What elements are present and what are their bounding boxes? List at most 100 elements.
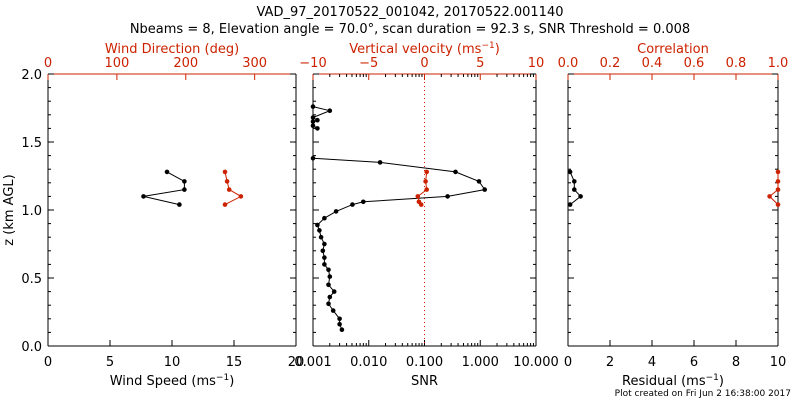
data-point (182, 179, 187, 184)
bottom-tick-label: 10.000 (513, 355, 559, 370)
panel-2: 0.001 0.010 0.100 1.000 10.000 −10 −5 0 5 10 SNR Ve… (294, 41, 558, 389)
data-point (330, 308, 336, 313)
bottom-tick-label: 10 (164, 355, 181, 370)
bottom-tick-label: 1.000 (462, 355, 499, 370)
y-tick-label: 1.5 (21, 136, 42, 151)
data-point (775, 179, 781, 184)
bottom-axis-label-text: Wind Speed (ms (110, 374, 216, 389)
top-axis-label: Wind Direction (deg) (105, 42, 239, 57)
plot-credit: Plot created on Fri Jun 2 16:38:00 2017 (615, 389, 791, 399)
bottom-tick-label: 2 (606, 355, 614, 370)
data-point (337, 316, 342, 322)
data-point (326, 267, 331, 273)
top-tick-label: 1.0 (768, 56, 789, 71)
data-point (318, 234, 324, 240)
series-line (143, 171, 185, 206)
bottom-tick-label: 6 (690, 355, 698, 370)
panel-3: 0 2 4 6 8 10 0.0 0.2 0.4 0.6 0.8 1.0 Residual (ms−1)… (558, 42, 789, 389)
data-point (476, 179, 482, 184)
top-tick-label: 300 (242, 56, 267, 71)
data-point (423, 179, 428, 184)
top-axis-label-text: Wind Direction (deg) (105, 42, 239, 57)
data-point (310, 156, 316, 161)
top-axis-label: Correlation (637, 42, 709, 57)
top-tick-label: −5 (359, 56, 378, 71)
data-point (361, 199, 366, 205)
data-point (315, 126, 320, 131)
top-tick-label: −10 (299, 56, 326, 71)
bottom-axis-label: SNR (411, 374, 438, 389)
data-point (350, 202, 355, 207)
data-point (775, 169, 781, 175)
data-point (222, 202, 228, 207)
top-tick-label: 0.4 (642, 56, 663, 71)
data-point (310, 104, 316, 109)
data-point (567, 202, 573, 207)
data-point (326, 282, 331, 288)
data-point (224, 179, 230, 184)
data-point (222, 169, 228, 175)
data-point (424, 169, 430, 175)
bottom-tick-label: 10 (770, 355, 787, 370)
top-tick-label: 0.8 (726, 56, 747, 71)
top-tick-label: 5 (476, 56, 484, 71)
figure-title-line1: VAD_97_20170522_001042, 20170522.001140 (257, 5, 564, 20)
data-point (572, 187, 577, 192)
bottom-axis-label-text: SNR (411, 374, 438, 389)
data-point (326, 301, 331, 307)
top-tick-label: 0 (420, 56, 428, 71)
data-point (416, 199, 422, 205)
top-tick-label: 0.6 (684, 56, 705, 71)
top-tick-label: 0 (44, 56, 52, 71)
bottom-tick-label: 0 (564, 355, 572, 370)
top-axis-label-text: Vertical velocity (ms (349, 42, 481, 57)
data-point (377, 160, 383, 165)
data-point (310, 119, 316, 124)
data-point (767, 194, 772, 199)
data-point (327, 274, 333, 279)
data-point (310, 115, 316, 120)
data-point (331, 289, 337, 294)
figure-title-line2: Nbeams = 8, Elevation angle = 70.0°, sca… (130, 22, 690, 37)
data-point (327, 294, 333, 300)
bottom-axis-label-text: Residual (ms (622, 374, 706, 389)
data-point (317, 228, 322, 233)
top-axis-label-superscript: −1 (481, 41, 494, 51)
data-point (327, 108, 333, 113)
data-point (320, 248, 326, 254)
series-line (312, 157, 486, 330)
y-tick-label: 0.5 (21, 272, 42, 287)
y-axis-label: z (km AGL) (2, 174, 17, 245)
data-point (775, 187, 781, 192)
data-point (322, 215, 327, 221)
data-point (415, 194, 421, 199)
data-point (226, 187, 232, 192)
top-tick-label: 10 (528, 56, 545, 71)
data-point (164, 169, 170, 175)
top-axis-label: Vertical velocity (ms−1) (349, 41, 500, 57)
bottom-tick-label: 15 (226, 355, 243, 370)
data-point (310, 123, 316, 128)
data-point (424, 187, 430, 192)
data-point (775, 202, 781, 207)
top-tick-label: 0.2 (600, 56, 621, 71)
data-point (445, 194, 450, 199)
data-point (339, 327, 345, 333)
bottom-tick-label: 0 (44, 355, 52, 370)
data-point (567, 169, 573, 175)
bottom-axis-label-superscript: −1 (706, 373, 719, 383)
data-point (453, 169, 458, 175)
bottom-tick-label: 0.001 (294, 355, 331, 370)
data-point (572, 179, 577, 184)
data-point (322, 262, 327, 267)
bottom-tick-label: 4 (648, 355, 656, 370)
data-point (182, 187, 187, 192)
data-point (315, 117, 320, 123)
bottom-tick-label: 0.010 (350, 355, 387, 370)
bottom-axis-label: Residual (ms−1) (622, 373, 724, 389)
y-tick-label: 0.0 (21, 340, 42, 355)
bottom-tick-label: 0.100 (406, 355, 443, 370)
bottom-tick-label: 5 (106, 355, 114, 370)
